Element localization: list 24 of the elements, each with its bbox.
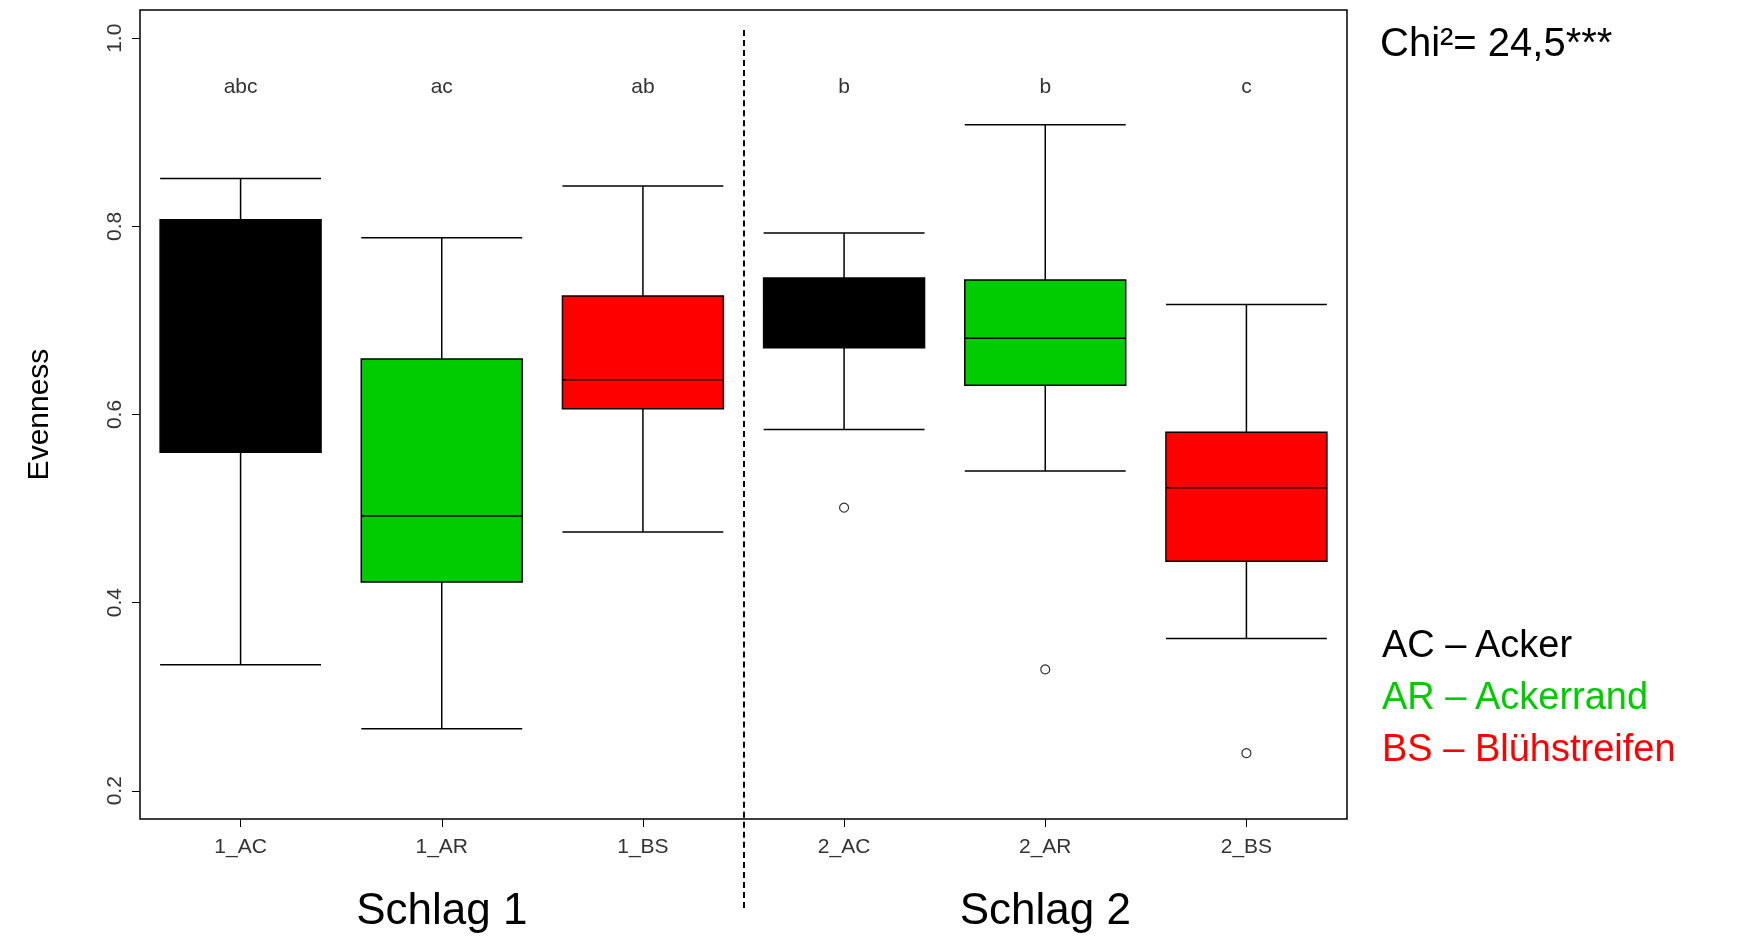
text: AC – Acker (1382, 623, 1573, 665)
x-tick-label: 2_BS (1220, 834, 1273, 858)
text: Schlag 2 (959, 883, 1131, 933)
y-tick-label: 0.6 (102, 399, 125, 430)
x-tick-label: 1_AC (214, 834, 267, 858)
annotation: c (1241, 73, 1252, 97)
x-tick-label: 2_AC (817, 834, 871, 858)
y-tick-label: 0.2 (102, 776, 125, 806)
text: Schlag 1 (356, 883, 528, 933)
annotation: b (838, 73, 850, 97)
x-tick-label: 2_AR (1018, 834, 1072, 858)
annotation: ac (430, 73, 453, 97)
text: AR – Ackerrand (1382, 675, 1649, 717)
x-tick-label: 1_AR (415, 834, 469, 858)
x-tick-label: 1_BS (617, 834, 669, 858)
text: BS – Blühstreifen (1382, 727, 1676, 769)
y-tick-label: 0.8 (102, 211, 125, 241)
annotation: abc (223, 73, 258, 97)
y-tick-label: 0.4 (102, 587, 125, 618)
y-tick-label: 1.0 (102, 23, 125, 53)
annotation: b (1039, 73, 1052, 97)
text: Chi²= 24,5*** (1380, 20, 1613, 64)
y-axis-title: Evenness (20, 348, 54, 481)
annotation: ab (631, 73, 655, 97)
